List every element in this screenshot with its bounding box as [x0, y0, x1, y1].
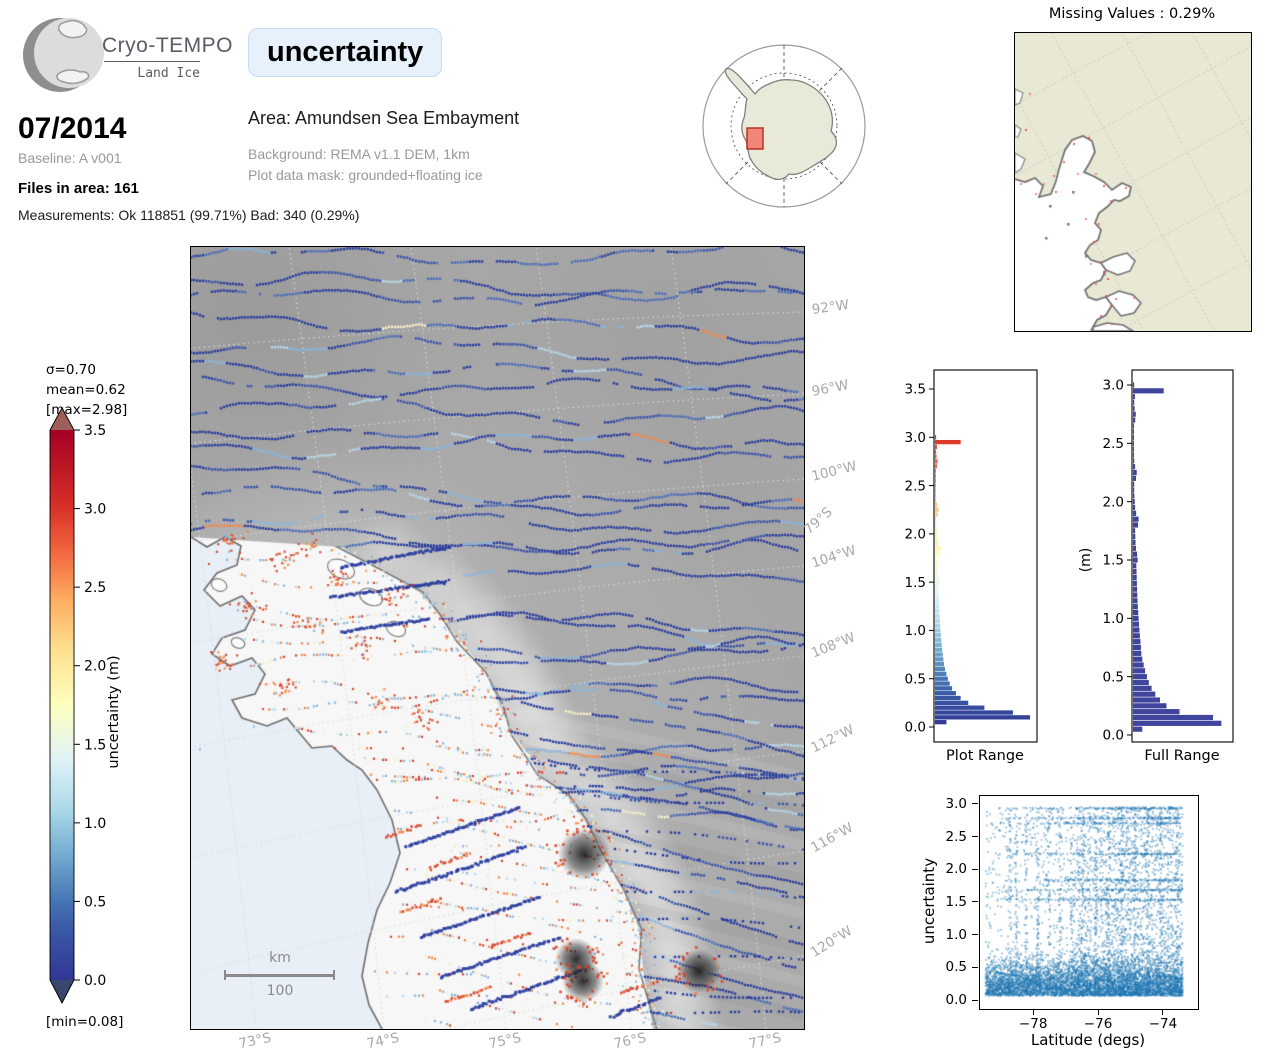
baseline-label: Baseline: A v001 [18, 150, 122, 166]
measurements-label: Measurements: Ok 118851 (99.71%) Bad: 34… [18, 207, 360, 223]
area-of-interest-box [746, 127, 764, 150]
mask-label: Plot data mask: grounded+floating ice [248, 167, 483, 183]
full-range-tick: 1.0 [1103, 611, 1124, 627]
lon-label: 116°W [808, 819, 857, 856]
colorbar-tick: 0.0 [84, 973, 106, 989]
full-range-title: Full Range [1144, 748, 1219, 764]
colorbar-tick: 2.0 [84, 659, 106, 675]
full-range-tick: 0.0 [1103, 728, 1124, 744]
range-histograms: 0.0 0.5 1.0 1.5 2.0 2.5 3.0 3.5 Plot Range 0.0 0.5… [905, 369, 1234, 764]
logo-divider [104, 61, 200, 62]
antarctica-outline [724, 67, 838, 181]
y-tick-mark [972, 868, 978, 870]
colorbar-tick: 1.0 [84, 816, 106, 832]
lat-bottom-label: 74°S [365, 1029, 401, 1053]
lon-label: 96°W [810, 377, 851, 400]
full-range-tick: 2.5 [1103, 436, 1124, 452]
y-tick-label: 2.5 [945, 828, 967, 845]
y-tick-label: 0.0 [945, 992, 967, 1009]
plot-type-badge: uncertainty [248, 28, 443, 77]
missing-values-map [1014, 32, 1252, 332]
x-tick-label: −74 [1148, 1016, 1178, 1032]
lat-bottom-label: 73°S [237, 1029, 273, 1053]
y-tick-mark [972, 966, 978, 968]
y-tick-mark [972, 999, 978, 1001]
latitude-scatter-plot [979, 795, 1199, 1010]
colorbar-tick: 3.0 [84, 502, 106, 518]
lon-label: 92°W [810, 296, 851, 318]
plot-range-tick: 0.5 [905, 671, 926, 687]
lon-label: 112°W [808, 721, 857, 757]
main-uncertainty-map [190, 246, 805, 1030]
lat-side-label: 79°S [800, 504, 836, 538]
colorbar-stat-0: σ=0.70 [46, 362, 96, 378]
plot-range-tick: 3.0 [905, 430, 926, 446]
y-tick-label: 1.5 [945, 893, 967, 910]
y-tick-label: 0.5 [945, 959, 967, 976]
y-tick-mark [972, 901, 978, 903]
lat-bottom-label: 75°S [487, 1029, 523, 1053]
cryo-tempo-logo-icon [23, 18, 104, 92]
colorbar-tick: 2.5 [84, 580, 106, 596]
area-label: Area: Amundsen Sea Embayment [248, 108, 520, 128]
colorbar-stat-2: [max=2.98] [46, 402, 127, 418]
logo-subtitle: Land Ice [137, 66, 200, 81]
plot-range-tick: 0.0 [905, 720, 926, 736]
y-tick-mark [972, 803, 978, 805]
colorbar-tick: 0.5 [84, 894, 106, 910]
background-label: Background: REMA v1.1 DEM, 1km [248, 146, 470, 162]
lon-label: 104°W [809, 542, 859, 572]
scalebar-value: 100 [266, 983, 294, 999]
scatter-ylabel: uncertainty [920, 857, 938, 945]
x-tick-label: −76 [1083, 1016, 1113, 1032]
plot-range-title: Plot Range [946, 748, 1024, 764]
y-tick-label: 3.0 [945, 795, 967, 812]
y-tick-mark [972, 934, 978, 936]
plot-range-tick: 1.5 [905, 575, 926, 591]
lon-label: 100°W [810, 458, 859, 485]
lon-label: 108°W [809, 629, 858, 662]
antarctica-locator-globe [702, 44, 866, 208]
lat-bottom-label: 76°S [612, 1029, 648, 1053]
plot-range-tick: 3.5 [905, 382, 926, 398]
y-tick-label: 2.0 [945, 861, 967, 878]
plot-range-tick: 2.0 [905, 527, 926, 543]
full-range-ylabel: (m) [1078, 548, 1094, 573]
full-range-tick: 3.0 [1103, 378, 1124, 394]
colorbar-tick: 3.5 [84, 423, 106, 439]
files-in-area-label: Files in area: 161 [18, 180, 139, 197]
full-range-tick: 0.5 [1103, 669, 1124, 685]
colorbar-axis-label: uncertainty (m) [106, 655, 122, 768]
full-range-tick: 2.0 [1103, 494, 1124, 510]
logo-title: Cryo-TEMPO [102, 34, 233, 57]
scalebar-tick-right [333, 970, 335, 980]
lat-bottom-label: 77°S [747, 1029, 783, 1053]
scatter-xlabel: Latitude (degs) [1030, 1031, 1146, 1049]
y-tick-mark [972, 836, 978, 838]
scalebar-line [225, 974, 335, 977]
x-tick-label: −78 [1018, 1016, 1048, 1032]
date-label: 07/2014 [18, 112, 127, 145]
plot-range-tick: 2.5 [905, 478, 926, 494]
lon-label: 120°W [807, 922, 856, 961]
plot-range-tick: 1.0 [905, 623, 926, 639]
scalebar-tick-left [224, 970, 226, 980]
missing-values-title: Missing Values : 0.29% [1048, 6, 1216, 22]
scalebar-unit: km [269, 950, 291, 966]
y-tick-label: 1.0 [945, 926, 967, 943]
colorbar-tick: 1.5 [84, 737, 106, 753]
colorbar-stat-1: mean=0.62 [46, 382, 126, 398]
colorbar-min-label: [min=0.08] [46, 1014, 123, 1030]
colorbar: σ=0.70 mean=0.62 [max=2.98] 0.0 0.5 1.0 1.5 2.0… [46, 362, 127, 1030]
full-range-tick: 1.5 [1103, 553, 1124, 569]
